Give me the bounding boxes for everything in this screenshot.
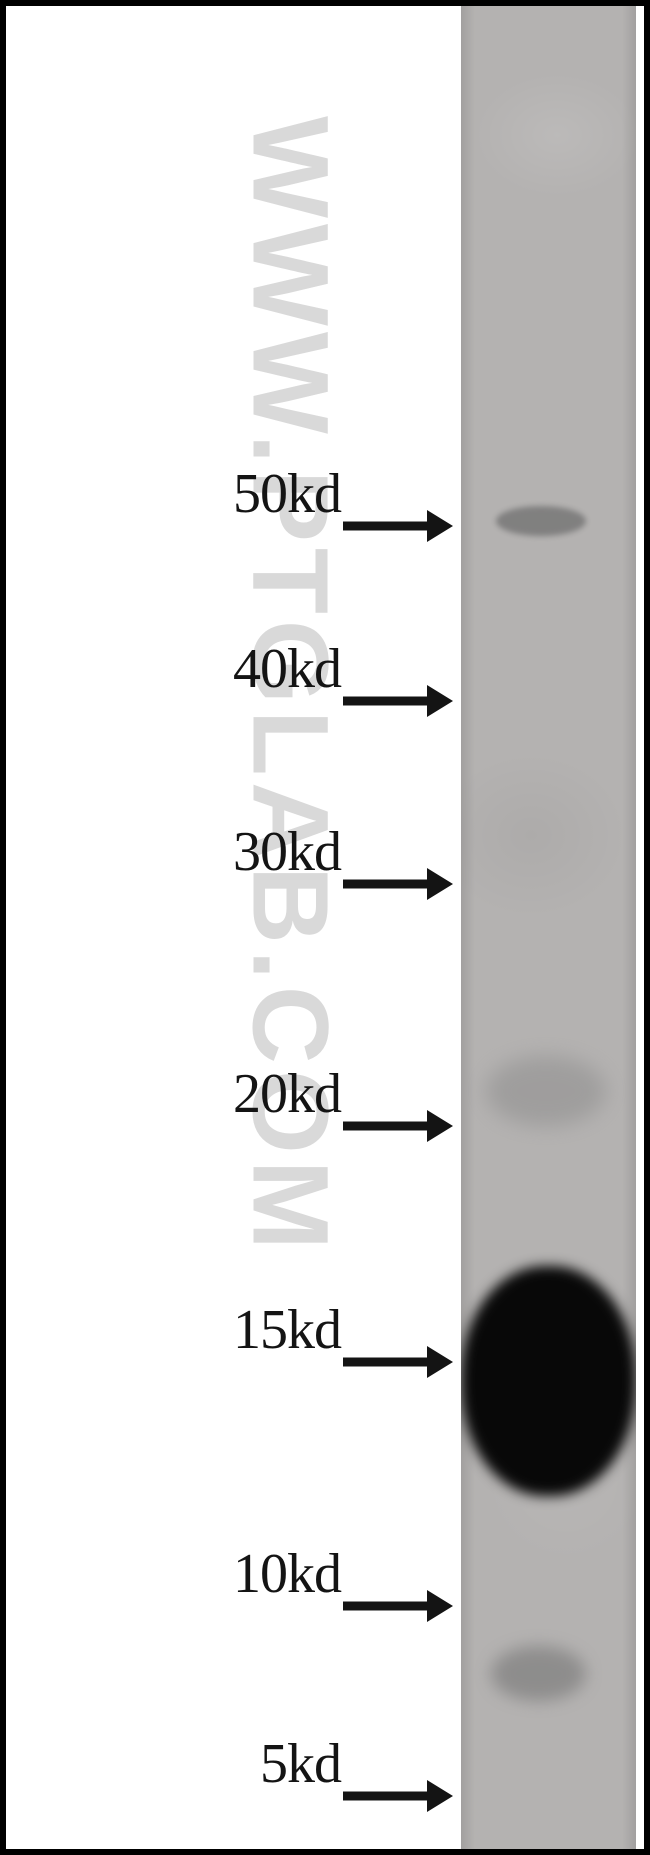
band-sub10 bbox=[491, 1646, 586, 1701]
watermark: WWW.PTGLAB.COM bbox=[236, 116, 346, 1706]
mw-marker-label: 5kd bbox=[260, 1732, 341, 1796]
arrow-right-icon bbox=[343, 864, 453, 904]
arrow-right-icon bbox=[343, 1342, 453, 1382]
band-20kd bbox=[486, 1056, 606, 1126]
blot-lane bbox=[461, 6, 636, 1849]
mw-marker-label: 15kd bbox=[233, 1298, 341, 1362]
arrow-right-icon bbox=[343, 681, 453, 721]
mw-marker-label: 30kd bbox=[233, 820, 341, 884]
western-blot-figure: WWW.PTGLAB.COM 50kd 40kd 30kd 20kd 15kd 10kd 5… bbox=[6, 6, 644, 1849]
mw-marker-label: 50kd bbox=[233, 462, 341, 526]
arrow-right-icon bbox=[343, 1106, 453, 1146]
band-main bbox=[461, 1266, 636, 1496]
arrow-right-icon bbox=[343, 1586, 453, 1626]
band-50kd bbox=[496, 506, 586, 536]
mw-marker-label: 10kd bbox=[233, 1542, 341, 1606]
arrow-right-icon bbox=[343, 506, 453, 546]
arrow-right-icon bbox=[343, 1776, 453, 1816]
mw-marker-label: 40kd bbox=[233, 637, 341, 701]
mw-marker-label: 20kd bbox=[233, 1062, 341, 1126]
